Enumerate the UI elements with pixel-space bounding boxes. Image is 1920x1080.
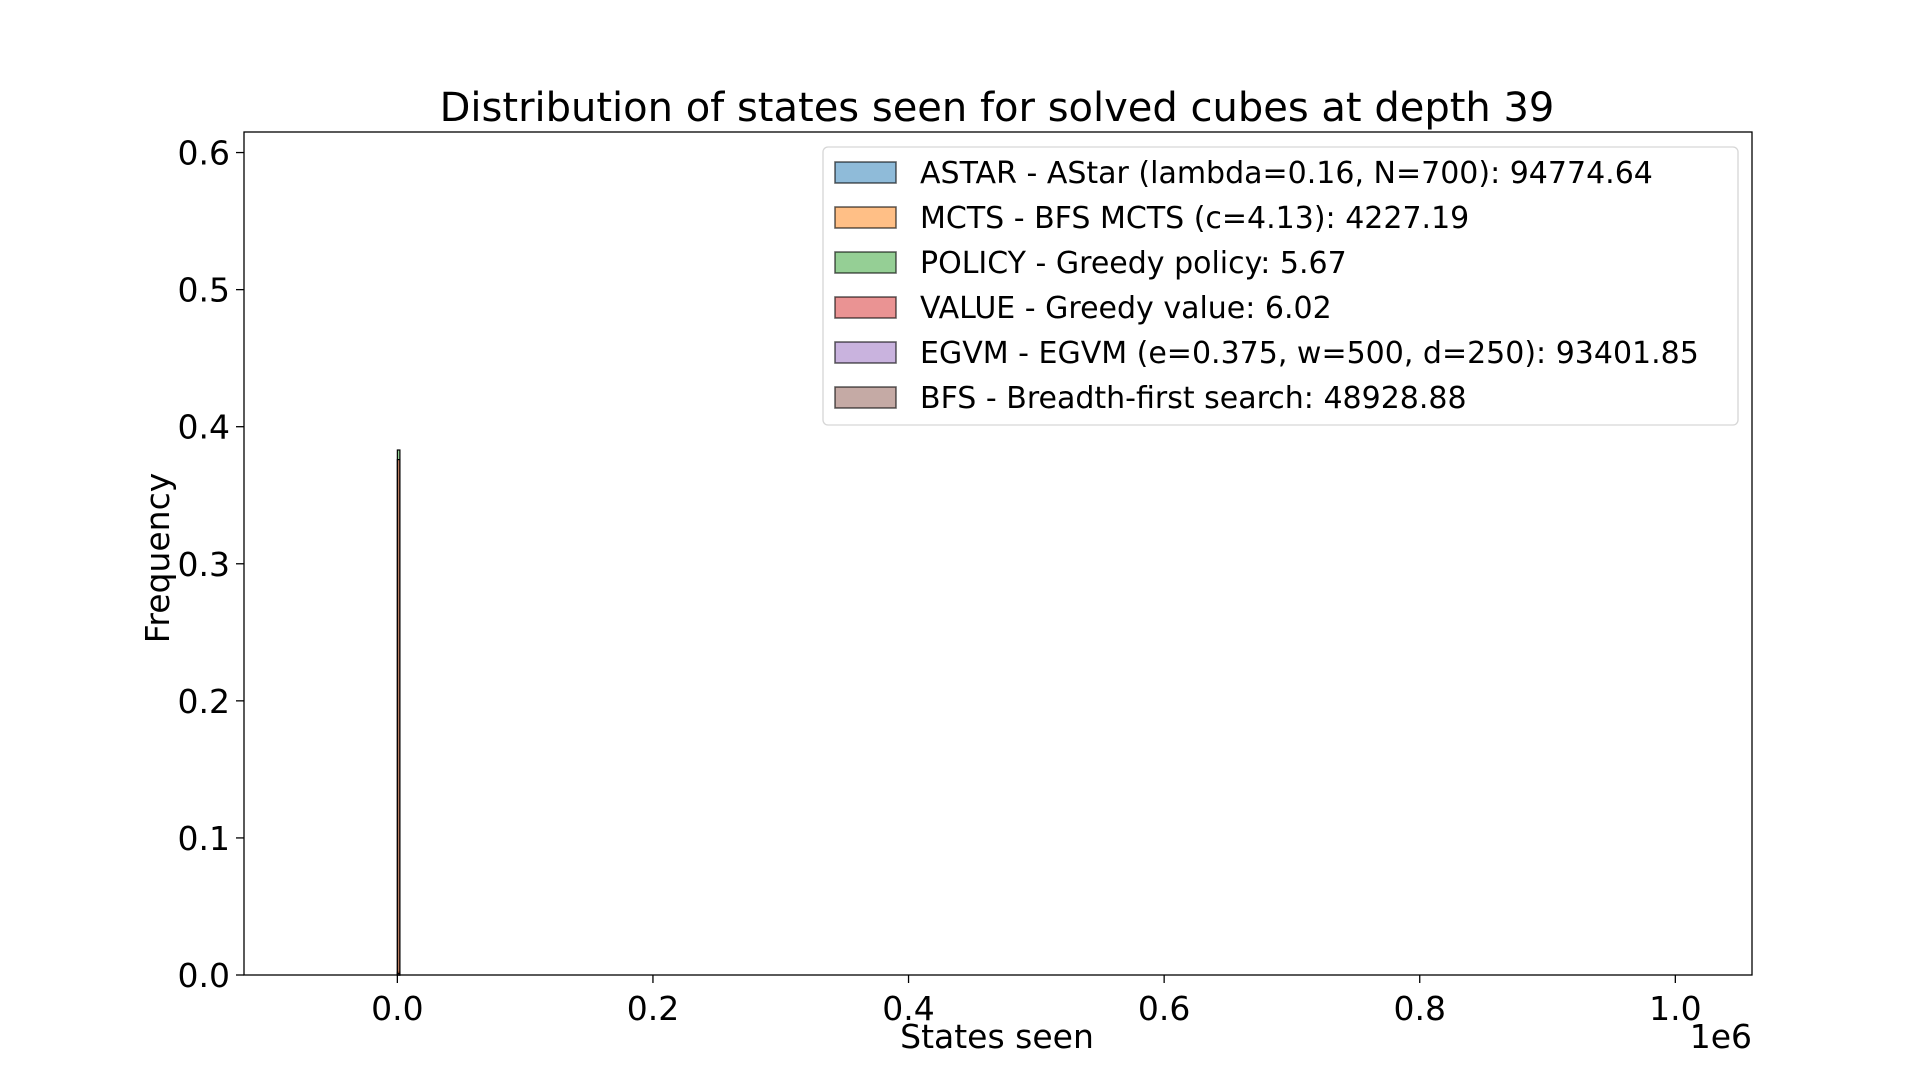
legend-swatch [834, 161, 897, 184]
legend-entry: BFS - Breadth-first search: 48928.88 [920, 381, 1467, 416]
histogram-bar-3-0 [396, 459, 401, 976]
legend-box [822, 146, 1739, 426]
legend-entry: ASTAR - AStar (lambda=0.16, N=700): 9477… [920, 156, 1653, 191]
plot-area [243, 131, 1753, 976]
x-tick-label: 0.4 [882, 989, 934, 1028]
x-tick-label: 1.0 [1649, 989, 1701, 1028]
legend-swatch [834, 386, 897, 409]
y-axis-label: Frequency [138, 473, 177, 643]
legend-swatch [834, 206, 897, 229]
y-tick-label: 0.1 [178, 819, 230, 858]
y-tick-label: 0.3 [178, 545, 230, 584]
legend-entry: MCTS - BFS MCTS (c=4.13): 4227.19 [920, 201, 1469, 236]
x-tick-label: 0.0 [371, 989, 423, 1028]
y-tick-label: 0.6 [178, 134, 230, 173]
x-axis-offset-text: 1e6 [1690, 1017, 1752, 1056]
y-axis-ticks: 0.0 0.1 0.2 0.3 0.4 0.5 0.6 [178, 134, 244, 995]
y-tick-label: 0.5 [178, 271, 230, 310]
chart-title: Distribution of states seen for solved c… [440, 85, 1555, 131]
legend-swatch [834, 251, 897, 274]
histogram-bar-4-0 [396, 973, 401, 976]
plot-frame [243, 131, 1753, 976]
x-axis-label: States seen [900, 1017, 1094, 1056]
y-tick-label: 0.4 [178, 408, 230, 447]
x-tick-label: 0.6 [1138, 989, 1190, 1028]
y-tick-label: 0.2 [178, 682, 230, 721]
legend-swatch [834, 296, 897, 319]
legend-entry: EGVM - EGVM (e=0.375, w=500, d=250): 934… [920, 336, 1699, 371]
y-tick-label: 0.0 [178, 956, 230, 995]
legend-entry: VALUE - Greedy value: 6.02 [920, 291, 1332, 326]
x-tick-label: 0.2 [627, 989, 679, 1028]
histogram-bars [396, 449, 401, 976]
legend: ASTAR - AStar (lambda=0.16, N=700): 9477… [822, 146, 1739, 426]
x-axis-ticks: 0.0 0.2 0.4 0.6 0.8 1.0 [371, 975, 1702, 1028]
x-tick-label: 0.8 [1393, 989, 1445, 1028]
legend-entry: POLICY - Greedy policy: 5.67 [920, 246, 1347, 281]
legend-swatch [834, 341, 897, 364]
